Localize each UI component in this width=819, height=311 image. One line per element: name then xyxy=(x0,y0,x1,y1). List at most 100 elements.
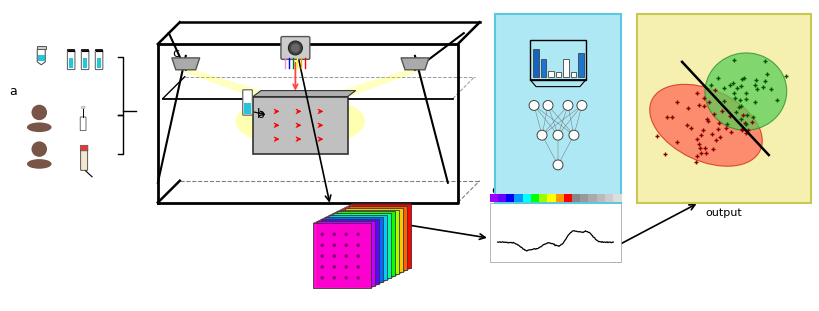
FancyBboxPatch shape xyxy=(67,50,75,70)
Bar xyxy=(588,194,596,202)
Ellipse shape xyxy=(704,53,785,130)
Ellipse shape xyxy=(27,123,52,132)
Bar xyxy=(97,58,101,68)
Text: PLS-DA: PLS-DA xyxy=(692,18,754,33)
Polygon shape xyxy=(320,70,423,96)
Circle shape xyxy=(344,265,347,269)
Circle shape xyxy=(356,276,360,280)
Circle shape xyxy=(332,276,336,280)
Bar xyxy=(313,223,371,288)
Polygon shape xyxy=(37,49,45,65)
FancyBboxPatch shape xyxy=(80,145,88,151)
Bar xyxy=(69,58,73,68)
Circle shape xyxy=(332,254,336,258)
Text: b: b xyxy=(256,108,264,121)
Circle shape xyxy=(356,244,360,247)
Circle shape xyxy=(320,233,324,236)
FancyBboxPatch shape xyxy=(281,37,310,59)
Text: output: output xyxy=(704,208,741,218)
Bar xyxy=(333,213,391,278)
Circle shape xyxy=(542,100,552,110)
Bar xyxy=(497,194,506,202)
Circle shape xyxy=(320,265,324,269)
Circle shape xyxy=(536,130,546,140)
FancyBboxPatch shape xyxy=(636,14,810,202)
Text: · · · · · ·: · · · · · · xyxy=(541,88,573,97)
Circle shape xyxy=(320,244,324,247)
Bar xyxy=(571,194,580,202)
Circle shape xyxy=(31,142,47,157)
Polygon shape xyxy=(172,58,200,70)
Text: g: g xyxy=(609,96,617,109)
Circle shape xyxy=(31,105,47,120)
Text: f: f xyxy=(610,53,615,66)
Bar xyxy=(522,194,531,202)
Bar xyxy=(530,194,539,202)
Text: ·  ·: · · xyxy=(543,129,555,139)
Polygon shape xyxy=(313,204,410,223)
Polygon shape xyxy=(178,70,280,96)
Text: a: a xyxy=(10,85,17,98)
Bar xyxy=(555,72,560,77)
FancyBboxPatch shape xyxy=(95,50,102,70)
Circle shape xyxy=(332,265,336,269)
Bar xyxy=(244,103,251,114)
Bar xyxy=(353,204,410,268)
Circle shape xyxy=(344,233,347,236)
Text: λ: λ xyxy=(613,255,619,265)
Circle shape xyxy=(288,41,302,55)
FancyBboxPatch shape xyxy=(253,96,347,154)
Circle shape xyxy=(577,100,586,110)
FancyBboxPatch shape xyxy=(242,90,252,115)
Bar xyxy=(546,194,555,202)
Bar xyxy=(341,210,399,274)
Circle shape xyxy=(552,130,563,140)
Bar xyxy=(337,211,395,276)
Circle shape xyxy=(552,160,563,170)
Bar xyxy=(563,59,568,77)
FancyBboxPatch shape xyxy=(80,150,88,170)
Bar xyxy=(345,207,402,272)
Circle shape xyxy=(332,233,336,236)
Text: d: d xyxy=(296,47,304,60)
Bar xyxy=(541,59,545,77)
Bar xyxy=(577,53,583,77)
Bar xyxy=(489,194,498,202)
Bar xyxy=(321,220,378,284)
Ellipse shape xyxy=(81,106,85,109)
Ellipse shape xyxy=(235,95,364,147)
Circle shape xyxy=(344,276,347,280)
Circle shape xyxy=(568,130,578,140)
Circle shape xyxy=(563,100,572,110)
Bar xyxy=(580,194,588,202)
Bar xyxy=(548,71,553,77)
Text: c: c xyxy=(172,47,179,60)
Circle shape xyxy=(320,254,324,258)
Circle shape xyxy=(356,265,360,269)
Text: FFNN: FFNN xyxy=(534,18,581,33)
Circle shape xyxy=(344,254,347,258)
Bar xyxy=(37,46,46,49)
Bar xyxy=(489,202,621,262)
FancyBboxPatch shape xyxy=(81,50,88,70)
Ellipse shape xyxy=(27,159,52,169)
Bar xyxy=(329,216,387,280)
Bar xyxy=(613,194,621,202)
Circle shape xyxy=(291,44,300,53)
Polygon shape xyxy=(38,55,45,61)
Bar xyxy=(514,194,523,202)
Bar xyxy=(538,194,547,202)
Bar xyxy=(317,221,374,286)
Text: e: e xyxy=(491,184,499,197)
Bar xyxy=(325,217,382,282)
Bar xyxy=(349,206,406,270)
FancyBboxPatch shape xyxy=(80,117,86,131)
FancyBboxPatch shape xyxy=(494,14,621,202)
Circle shape xyxy=(356,233,360,236)
Text: output: output xyxy=(539,208,576,218)
Bar xyxy=(83,58,87,68)
Circle shape xyxy=(356,254,360,258)
Bar xyxy=(563,194,572,202)
Bar xyxy=(532,49,538,77)
Bar xyxy=(596,194,604,202)
